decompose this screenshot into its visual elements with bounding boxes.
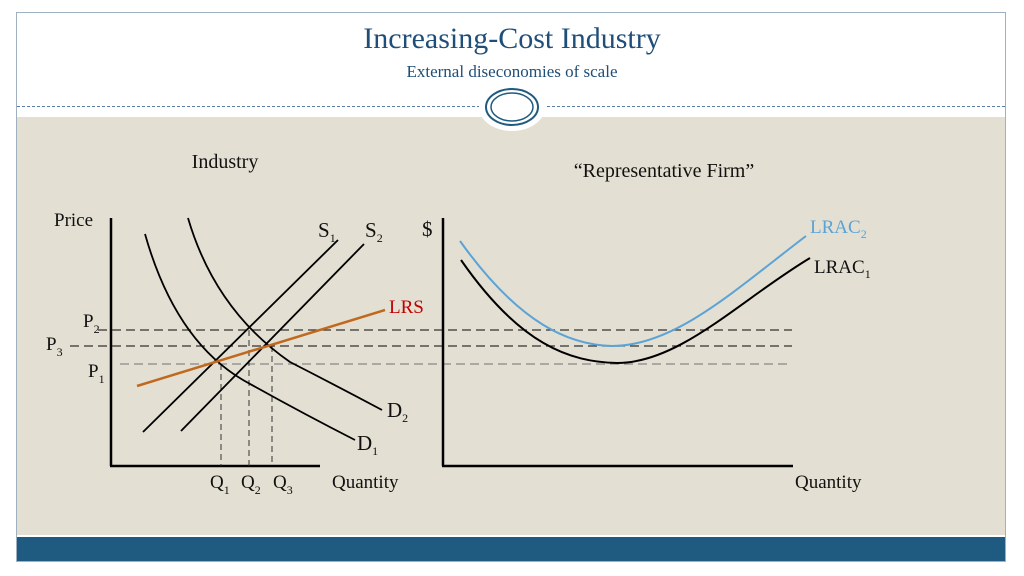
slide-frame: [16, 12, 1006, 562]
supply-curve-s1: [142, 239, 339, 433]
slide-title: Increasing-Cost Industry: [363, 22, 661, 55]
lrs-line: [136, 308, 386, 388]
lrac1-curve: [460, 257, 811, 365]
demand-curve-d2: [187, 217, 383, 411]
price-label-p3: P3: [46, 334, 63, 359]
supply-curve-s2: [180, 243, 365, 432]
industry-y-label: Price: [54, 210, 93, 231]
lrac2-label: LRAC2: [810, 217, 867, 241]
quantity-label-q3: Q3: [273, 472, 293, 497]
firm-heading: “Representative Firm”: [574, 160, 755, 182]
lrs-label: LRS: [389, 297, 424, 318]
demand-curve-d1: [144, 233, 356, 441]
firm-x-label: Quantity: [795, 472, 862, 493]
supply-label-s1: S1: [318, 218, 336, 245]
industry-x-label: Quantity: [332, 472, 399, 493]
quantity-label-q1: Q1: [210, 472, 230, 497]
demand-label-d1: D1: [357, 431, 378, 458]
supply-label-s2: S2: [365, 218, 383, 245]
price-label-p1: P1: [88, 361, 105, 386]
lrac1-label: LRAC1: [814, 257, 871, 281]
slide-subtitle: External diseconomies of scale: [406, 62, 618, 81]
price-label-p2: P2: [83, 311, 100, 336]
industry-heading: Industry: [192, 151, 259, 173]
firm-y-label: $: [422, 217, 433, 241]
lrac2-curve: [459, 235, 807, 348]
footer-bar: [17, 537, 1005, 561]
emblem-icon: [479, 83, 545, 131]
quantity-label-q2: Q2: [241, 472, 261, 497]
demand-label-d2: D2: [387, 398, 408, 425]
